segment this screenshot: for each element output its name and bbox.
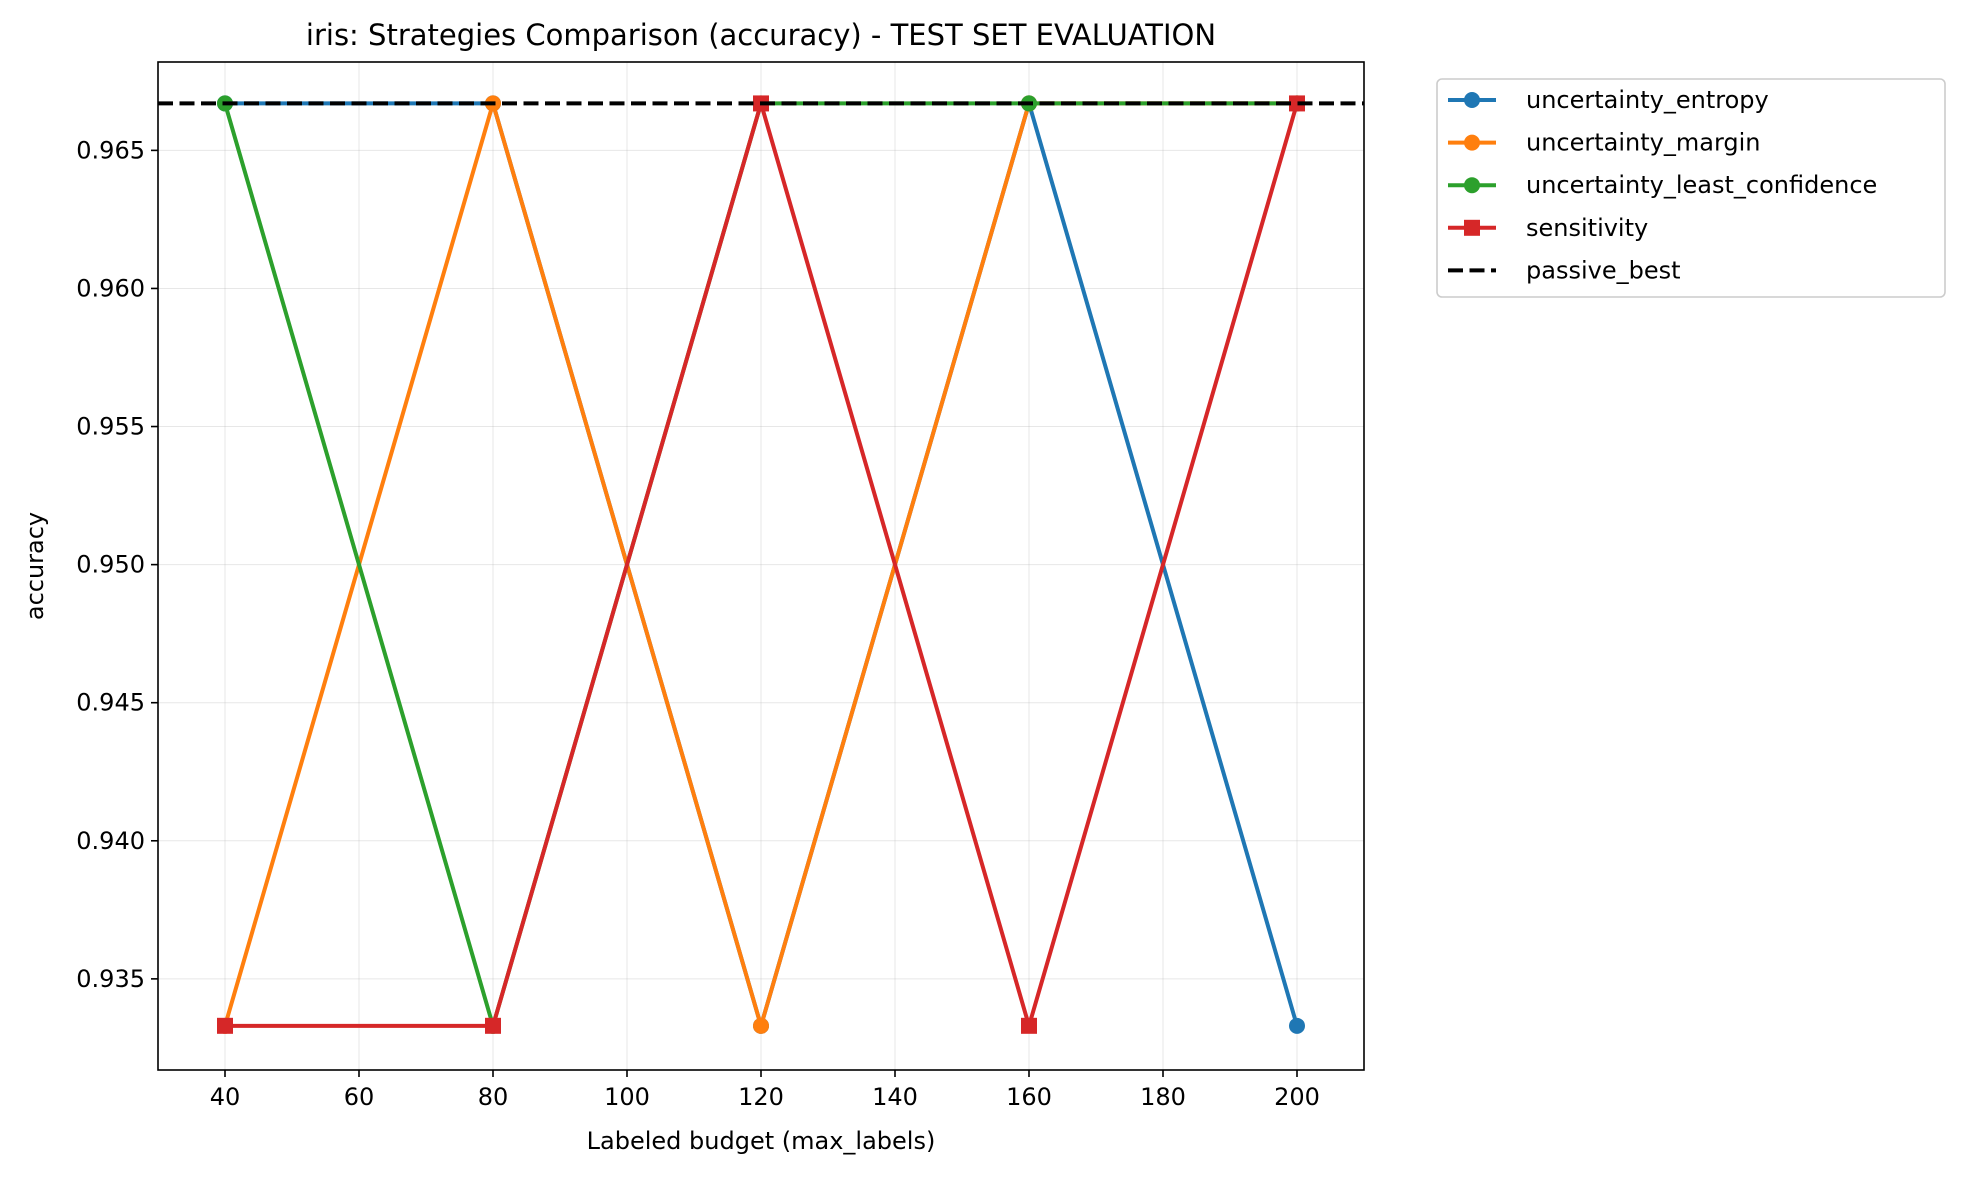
data-point (217, 1017, 233, 1034)
data-point (485, 1017, 501, 1034)
y-axis-label: accuracy (21, 512, 49, 620)
grid (158, 62, 1364, 1070)
x-tick-label: 60 (344, 1083, 375, 1111)
legend-label: uncertainty_least_confidence (1526, 171, 1877, 199)
legend-swatch-marker (1464, 177, 1480, 194)
x-tick-label: 120 (738, 1083, 784, 1111)
ticks: 40 60 80 100 120 140 160 180 200 0.935 0.940 0.945 0… (76, 136, 1320, 1111)
data-point (1289, 1017, 1305, 1034)
data-point (753, 1017, 769, 1034)
series-layer (158, 95, 1364, 1034)
y-tick-label: 0.950 (76, 551, 145, 579)
legend-box (1436, 78, 1946, 298)
y-tick-label: 0.965 (76, 136, 145, 164)
y-tick-label: 0.940 (76, 827, 145, 855)
y-tick-label: 0.935 (76, 965, 145, 993)
legend-swatch-marker (1464, 219, 1480, 236)
legend-label: uncertainty_margin (1526, 129, 1761, 157)
y-tick-label: 0.955 (76, 413, 145, 441)
legend-label: passive_best (1526, 256, 1681, 284)
legend-item: uncertainty_least_confidence (1448, 171, 1877, 199)
legend-item: uncertainty_entropy (1448, 86, 1769, 114)
legend-label: sensitivity (1526, 214, 1648, 242)
legend-swatch-marker (1464, 92, 1480, 108)
chart-title: iris: Strategies Comparison (accuracy) -… (306, 18, 1216, 52)
x-tick-label: 140 (872, 1083, 918, 1111)
legend-item: uncertainty_margin (1448, 129, 1761, 157)
legend-label: uncertainty_entropy (1526, 86, 1769, 114)
legend-item: passive_best (1448, 256, 1681, 284)
legend: uncertainty_entropy uncertainty_marginunc… (1436, 78, 1946, 298)
x-tick-label: 180 (1140, 1083, 1186, 1111)
x-tick-label: 160 (1006, 1083, 1052, 1111)
x-tick-label: 100 (604, 1083, 650, 1111)
x-tick-label: 40 (210, 1083, 241, 1111)
data-point (1021, 1017, 1037, 1034)
legend-swatch-marker (1464, 134, 1480, 151)
data-point (1289, 95, 1305, 112)
x-tick-label: 200 (1274, 1083, 1320, 1111)
y-tick-label: 0.945 (76, 689, 145, 717)
x-tick-label: 80 (478, 1083, 509, 1111)
x-axis-label: Labeled budget (max_labels) (587, 1127, 936, 1155)
legend-item: sensitivity (1448, 214, 1648, 242)
y-tick-label: 0.960 (76, 274, 145, 302)
